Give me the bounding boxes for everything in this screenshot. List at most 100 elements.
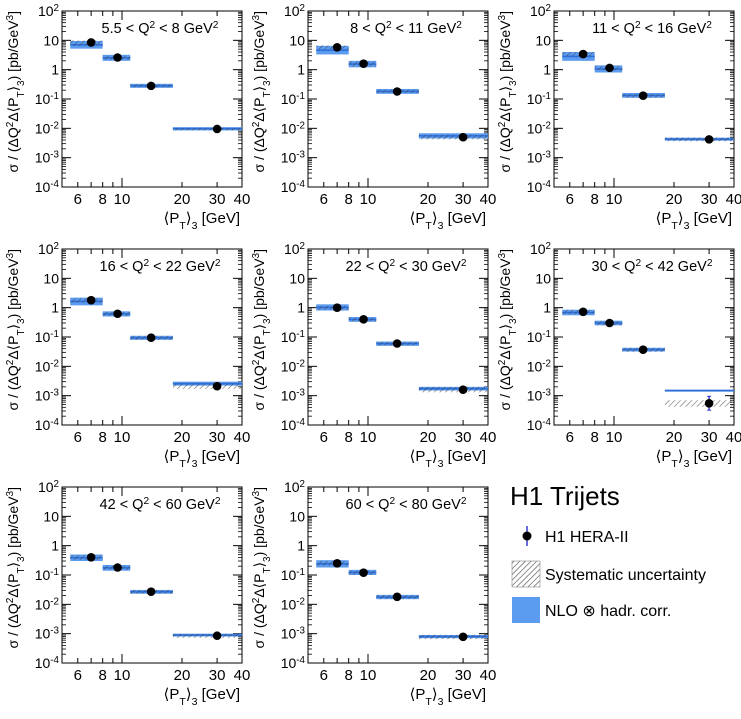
panel-6: 10-4 10-3 10-2 10-1 1 10 102 6 8 10 20 30 40 30 < Q2 … xyxy=(497,241,741,471)
y-tick-label: 10-3 xyxy=(281,149,306,166)
systematic-box xyxy=(418,634,488,640)
systematic-box xyxy=(172,127,242,131)
systematic-box xyxy=(70,555,103,560)
x-tick-label: 6 xyxy=(74,667,82,684)
x-tick-label: 20 xyxy=(174,429,191,446)
systematic-box xyxy=(172,633,242,638)
y-tick-label: 10-4 xyxy=(281,417,306,434)
x-tick-label: 40 xyxy=(234,191,251,208)
systematic-box xyxy=(70,40,103,46)
data-point xyxy=(704,398,714,408)
data-point xyxy=(458,632,468,642)
x-tick-label: 40 xyxy=(480,191,497,208)
data-point xyxy=(146,587,156,596)
y-tick-label: 102 xyxy=(530,3,551,20)
data-point xyxy=(332,303,342,312)
x-tick-label: 10 xyxy=(114,429,131,446)
data-point xyxy=(212,381,222,391)
y-tick-label: 10-4 xyxy=(35,179,60,196)
x-tick-label: 30 xyxy=(701,191,718,208)
y-tick-label: 10-4 xyxy=(527,417,552,434)
y-tick-label: 102 xyxy=(284,241,305,258)
legend: H1 Trijets H1 HERA-II Systematic uncerta… xyxy=(510,481,706,623)
x-tick-label: 20 xyxy=(420,667,437,684)
x-axis-label: ⟨PT⟩3 [GeV] xyxy=(655,448,732,470)
x-tick-label: 10 xyxy=(606,429,623,446)
x-tick-label: 6 xyxy=(320,191,328,208)
plot-frame xyxy=(553,248,735,426)
data-point xyxy=(638,345,648,354)
y-tick-label: 10 xyxy=(535,270,551,286)
data-point xyxy=(392,87,402,96)
y-tick-label: 10-1 xyxy=(281,329,305,346)
y-tick-label: 10-4 xyxy=(281,655,306,672)
data-point xyxy=(86,38,96,47)
systematic-box xyxy=(562,309,595,315)
y-axis-label: σ / (ΔQ2Δ⟨PT⟩3) [pb/GeV3] xyxy=(5,487,27,648)
y-tick-label: 10-2 xyxy=(281,358,305,375)
x-tick-label: 40 xyxy=(480,429,497,446)
x-tick-label: 10 xyxy=(360,191,377,208)
systematic-box xyxy=(172,383,242,389)
panel-title: 42 < Q2 < 60 GeV2 xyxy=(100,496,221,514)
data-point xyxy=(578,49,588,59)
x-tick-label: 8 xyxy=(345,667,353,684)
y-tick-label: 10-1 xyxy=(527,91,551,108)
y-tick-label: 10-1 xyxy=(35,91,59,108)
systematic-box xyxy=(70,298,103,303)
x-tick-label: 8 xyxy=(345,191,353,208)
x-axis-label: ⟨PT⟩3 [GeV] xyxy=(163,210,240,232)
y-tick-label: 102 xyxy=(530,241,551,258)
plot-frame xyxy=(61,10,243,188)
data-point xyxy=(113,309,122,319)
y-tick-label: 1 xyxy=(51,62,59,78)
systematic-box xyxy=(664,137,734,142)
y-tick-label: 10-2 xyxy=(35,596,59,613)
y-tick-label: 10 xyxy=(43,508,59,524)
data-point xyxy=(86,553,96,562)
y-axis-label: σ / (ΔQ2Δ⟨PT⟩3) [pb/GeV3] xyxy=(497,249,519,410)
y-tick-label: 10-2 xyxy=(35,358,59,375)
data-point xyxy=(359,315,368,324)
y-tick-label: 1 xyxy=(51,538,59,554)
legend-nlo-swatch xyxy=(512,597,540,623)
panel-7: 10-4 10-3 10-2 10-1 1 10 102 6 8 10 20 30 40 42 < Q2 … xyxy=(5,479,251,709)
x-tick-label: 20 xyxy=(666,429,683,446)
y-tick-label: 102 xyxy=(284,479,305,496)
x-tick-label: 40 xyxy=(234,667,251,684)
data-point xyxy=(332,559,342,568)
x-tick-label: 20 xyxy=(420,429,437,446)
y-axis-label: σ / (ΔQ2Δ⟨PT⟩3) [pb/GeV3] xyxy=(5,249,27,410)
x-tick-label: 10 xyxy=(114,191,131,208)
y-tick-label: 10-1 xyxy=(35,567,59,584)
data-point xyxy=(392,592,402,602)
x-tick-label: 8 xyxy=(99,667,107,684)
y-axis-label: σ / (ΔQ2Δ⟨PT⟩3) [pb/GeV3] xyxy=(251,11,273,172)
data-point xyxy=(86,295,96,305)
y-tick-label: 102 xyxy=(38,3,59,20)
x-tick-label: 10 xyxy=(114,667,131,684)
x-tick-label: 6 xyxy=(566,191,574,208)
x-tick-label: 40 xyxy=(480,667,497,684)
data-point xyxy=(212,631,222,641)
legend-title: H1 Trijets xyxy=(510,481,620,511)
panel-title: 8 < Q2 < 11 GeV2 xyxy=(350,20,462,38)
panel-3: 10-4 10-3 10-2 10-1 1 10 102 6 8 10 20 30 40 11 < Q2 … xyxy=(497,3,741,233)
systematic-box xyxy=(316,45,349,50)
y-tick-label: 10-4 xyxy=(35,417,60,434)
data-point xyxy=(359,568,368,577)
y-axis-label: σ / (ΔQ2Δ⟨PT⟩3) [pb/GeV3] xyxy=(497,11,519,172)
panel-title: 5.5 < Q2 < 8 GeV2 xyxy=(102,20,219,38)
data-point xyxy=(578,307,588,317)
y-tick-label: 1 xyxy=(297,538,305,554)
x-tick-label: 30 xyxy=(455,191,472,208)
panel-5: 10-4 10-3 10-2 10-1 1 10 102 6 8 10 20 30 40 22 < Q2 … xyxy=(251,241,497,471)
x-tick-label: 20 xyxy=(666,191,683,208)
systematic-box xyxy=(562,52,595,57)
panel-title: 30 < Q2 < 42 GeV2 xyxy=(592,258,713,276)
y-tick-label: 102 xyxy=(38,479,59,496)
data-point xyxy=(146,333,156,342)
data-point xyxy=(605,318,614,328)
data-point xyxy=(458,132,468,142)
